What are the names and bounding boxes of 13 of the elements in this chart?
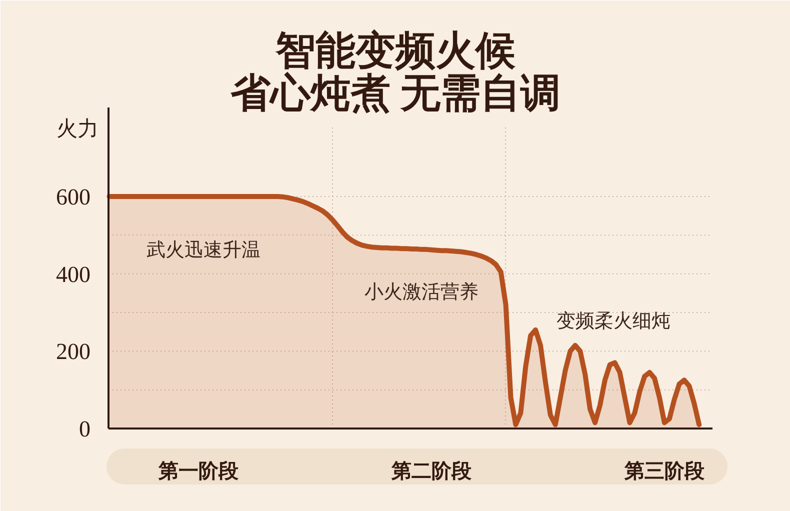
annotation: 变频柔火细炖 bbox=[556, 310, 670, 332]
y-tick-label: 400 bbox=[56, 262, 90, 287]
y-tick-label: 0 bbox=[79, 416, 90, 442]
chart-subtitle: 省心炖煮 无需自调 bbox=[230, 70, 560, 116]
x-tick-label: 第一阶段 bbox=[157, 460, 240, 482]
y-axis-title: 火力 bbox=[56, 116, 98, 140]
annotation: 武火迅速升温 bbox=[146, 240, 260, 261]
x-tick-label: 第二阶段 bbox=[390, 460, 472, 482]
y-tick-label: 600 bbox=[56, 184, 90, 210]
annotation: 小火激活营养 bbox=[364, 281, 478, 303]
chart-title: 智能变频火候 bbox=[274, 28, 516, 73]
y-tick-label: 200 bbox=[56, 339, 90, 364]
x-tick-label: 第三阶段 bbox=[623, 460, 706, 482]
